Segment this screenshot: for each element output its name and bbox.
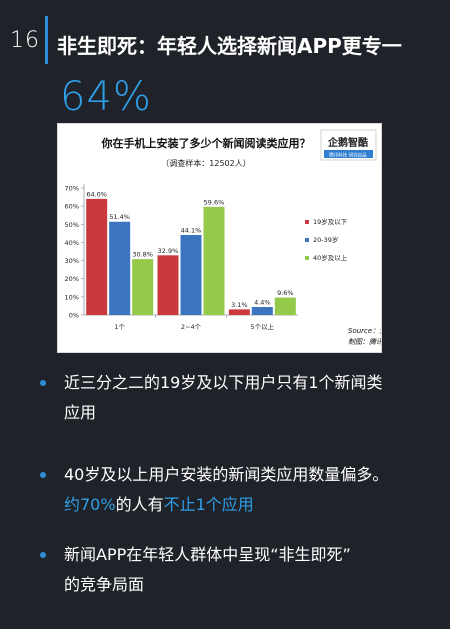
bar [109, 221, 131, 315]
bar-data-label: 30.8% [132, 251, 153, 259]
y-tick-label: 0% [69, 312, 79, 320]
highlighted-text: 约70% [64, 495, 116, 514]
chart-title: 你在手机上安装了多少个新闻阅读类应用？ [101, 136, 311, 150]
legend-swatch [305, 256, 309, 260]
bullet-text: 40岁及以上用户安装的新闻类应用数量偏多。 约70%的人有不止1个应用 [64, 460, 434, 520]
bullet-dot-icon [40, 380, 46, 386]
chart-credit: 制图：腾讯科技 [348, 338, 381, 346]
bullet-text-span: 应用 [64, 403, 97, 422]
bullet-text-span: 新闻APP在年轻人群体中呈现“非生即死” [64, 545, 351, 564]
bar-data-label: 4.4% [254, 299, 271, 307]
logo: 企鹅智酷 腾讯科技 研究出品 [320, 129, 377, 161]
bullet-text: 近三分之二的19岁及以下用户只有1个新闻类 应用 [64, 368, 434, 428]
x-tick-label: 5个以上 [251, 322, 275, 331]
legend-label: 40岁及以上 [313, 253, 348, 262]
x-tick-label: 1个 [114, 323, 125, 331]
y-tick-label: 30% [65, 257, 79, 265]
y-tick-label: 40% [65, 239, 79, 247]
bar [203, 206, 225, 315]
bullet-line: 约70%的人有不止1个应用 [64, 490, 434, 520]
bullet-dot-icon [40, 472, 46, 478]
bullet-text-span: 的竞争局面 [64, 575, 145, 594]
bar-data-label: 64.0% [86, 190, 107, 198]
highlighted-text: 不止1个应用 [163, 495, 254, 514]
title-divider [45, 16, 48, 64]
page-number: 16 [10, 28, 40, 53]
bullet-line: 近三分之二的19岁及以下用户只有1个新闻类 [64, 368, 434, 398]
bullet-line: 的竞争局面 [64, 570, 434, 600]
bar-data-label: 32.9% [158, 247, 179, 255]
bar-data-label: 51.4% [109, 213, 130, 221]
bar-data-label: 44.1% [181, 226, 202, 234]
bar [157, 255, 179, 315]
bar-data-label: 59.6% [204, 198, 225, 206]
headline: 非生即死：年轻人选择新闻APP更专一 [57, 34, 402, 58]
bar [251, 307, 273, 315]
legend-swatch [305, 238, 309, 242]
bar-chart: 你在手机上安装了多少个新闻阅读类应用？ （调查样本：12502人） 企鹅智酷 腾… [65, 129, 381, 346]
bullet-text-span: 40岁及以上用户安装的新闻类应用数量偏多。 [64, 465, 389, 484]
bar [180, 234, 202, 315]
y-tick-label: 20% [65, 275, 79, 283]
bullet-text-span: 的人有 [115, 495, 164, 514]
y-tick-label: 70% [65, 185, 79, 193]
chart-source: Source：企鹅智酷调查 [348, 327, 381, 335]
bar-data-label: 3.1% [231, 301, 248, 309]
bar [86, 198, 108, 315]
bullet-line: 新闻APP在年轻人群体中呈现“非生即死” [64, 540, 434, 570]
y-tick-label: 50% [65, 221, 79, 229]
bar [228, 309, 250, 315]
bar-data-label: 9.6% [277, 289, 294, 297]
big-stat: 64% [60, 74, 152, 120]
logo-sub-band [324, 150, 373, 158]
chart-subtitle: （调查样本：12502人） [161, 158, 250, 168]
y-tick-label: 10% [65, 293, 79, 301]
bullet-text-span: 近三分之二的19岁及以下用户只有1个新闻类 [64, 373, 383, 392]
bar [274, 297, 296, 315]
legend-swatch [305, 220, 309, 224]
y-tick-label: 60% [65, 203, 79, 211]
legend-label: 20-39岁 [313, 235, 338, 244]
bullet-text: 新闻APP在年轻人群体中呈现“非生即死” 的竞争局面 [64, 540, 434, 600]
logo-text: 企鹅智酷 [327, 136, 368, 149]
chart-panel: 你在手机上安装了多少个新闻阅读类应用？ （调查样本：12502人） 企鹅智酷 腾… [57, 123, 382, 353]
logo-subtext: 腾讯科技 研究出品 [329, 152, 367, 159]
bar [132, 259, 154, 315]
bullet-line: 应用 [64, 398, 434, 428]
legend-label: 19岁及以下 [313, 217, 348, 226]
bullet-line: 40岁及以上用户安装的新闻类应用数量偏多。 [64, 460, 434, 490]
bullet-dot-icon [40, 552, 46, 558]
x-tick-label: 2~4个 [181, 323, 202, 331]
